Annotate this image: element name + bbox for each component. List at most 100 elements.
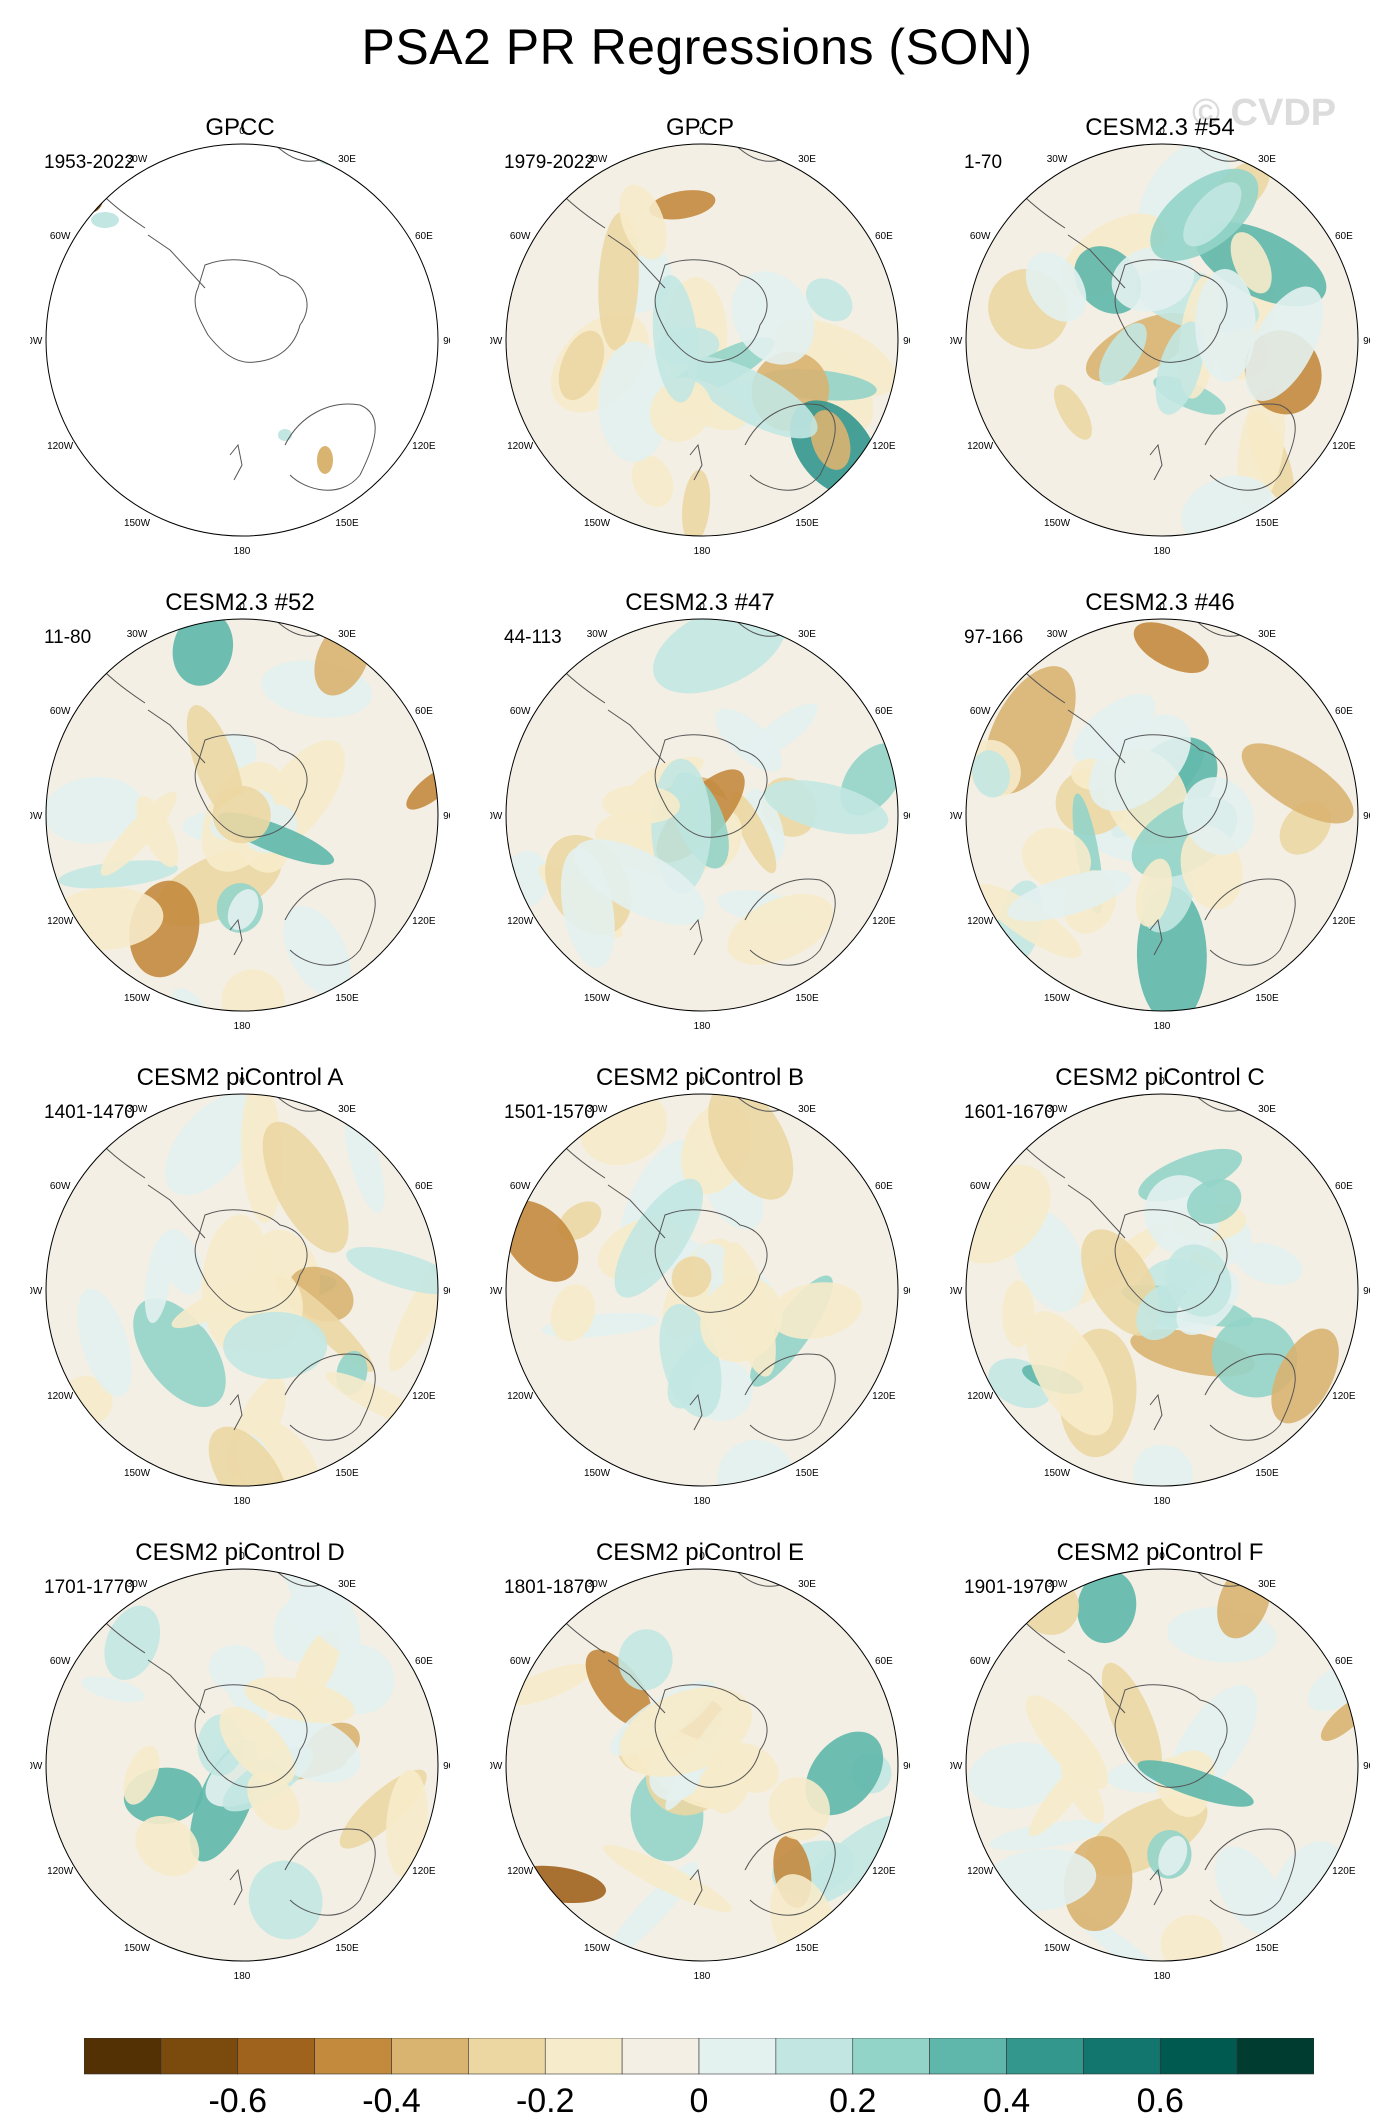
longitude-label: 0 bbox=[1159, 126, 1165, 137]
colorbar-tick-label: -0.4 bbox=[362, 2082, 421, 2118]
antarctica-outline bbox=[194, 259, 308, 363]
map-boundary bbox=[505, 618, 899, 1012]
longitude-label: 60W bbox=[510, 1181, 531, 1192]
longitude-label: 90E bbox=[1363, 811, 1370, 822]
longitude-label: 30E bbox=[798, 154, 816, 165]
panel-title: CESM2 piControl A bbox=[136, 1064, 344, 1091]
panel-years: 1701-1770 bbox=[44, 1577, 135, 1598]
longitude-label: 0 bbox=[699, 1076, 705, 1087]
australia-outline bbox=[284, 878, 376, 966]
longitude-label: 0 bbox=[1159, 1076, 1165, 1087]
colorbar-swatch bbox=[1083, 2038, 1161, 2075]
longitude-label: 0 bbox=[1159, 601, 1165, 612]
field-blob bbox=[1073, 693, 1156, 763]
field-blob bbox=[971, 750, 1010, 798]
field-blob bbox=[317, 446, 333, 474]
field-blob bbox=[1245, 286, 1324, 401]
field-blob bbox=[346, 1246, 438, 1295]
map-boundary bbox=[505, 1568, 899, 1962]
field-blob bbox=[1195, 268, 1256, 382]
longitude-label: 150W bbox=[1044, 1943, 1071, 1954]
field-blob bbox=[241, 1094, 283, 1224]
longitude-label: 0 bbox=[699, 126, 705, 137]
field-blob bbox=[806, 278, 853, 322]
longitude-label: 90W bbox=[490, 336, 503, 347]
field-blob bbox=[1133, 622, 1209, 673]
australia-outline bbox=[1204, 403, 1296, 491]
field-layer bbox=[506, 144, 898, 536]
cvdp-watermark: © CVDP bbox=[1192, 92, 1337, 134]
panel-years: 1501-1570 bbox=[504, 1102, 595, 1123]
antarctica-outline bbox=[654, 1684, 768, 1788]
longitude-label: 150W bbox=[584, 993, 611, 1004]
longitude-label: 60W bbox=[970, 231, 991, 242]
longitude-label: 150W bbox=[124, 518, 151, 529]
field-blob bbox=[652, 275, 699, 403]
map-boundary bbox=[45, 1568, 439, 1962]
longitude-label: 90W bbox=[30, 336, 43, 347]
colorbar-tick-label: -0.2 bbox=[516, 2082, 575, 2118]
longitude-label: 120E bbox=[1332, 1391, 1356, 1402]
longitude-label: 90E bbox=[903, 336, 910, 347]
longitude-label: 90W bbox=[490, 1286, 503, 1297]
field-blob bbox=[649, 190, 716, 220]
longitude-label: 150W bbox=[124, 1468, 151, 1479]
new-zealand-outline bbox=[1149, 1393, 1163, 1431]
longitude-label: 60E bbox=[415, 1656, 433, 1667]
colorbar-swatch bbox=[468, 2038, 546, 2075]
panel-title: CESM2.3 #54 bbox=[1085, 114, 1235, 141]
antarctic-peninsula-outline bbox=[147, 1659, 206, 1714]
field-blob bbox=[614, 1178, 703, 1298]
field-blob bbox=[1101, 1662, 1162, 1776]
field-blob bbox=[550, 1284, 596, 1342]
australia-outline bbox=[744, 878, 836, 966]
longitude-label: 120E bbox=[412, 441, 436, 452]
longitude-label: 150E bbox=[335, 1468, 359, 1479]
antarctica-outline bbox=[194, 1684, 308, 1788]
longitude-label: 150W bbox=[1044, 1468, 1071, 1479]
longitude-label: 60W bbox=[970, 706, 991, 717]
longitude-label: 30E bbox=[798, 1579, 816, 1590]
longitude-label: 0 bbox=[699, 1551, 705, 1562]
australia-outline bbox=[1204, 1353, 1296, 1441]
field-blob bbox=[1025, 1311, 1114, 1436]
field-blob bbox=[1182, 777, 1254, 855]
antarctic-peninsula-outline bbox=[147, 1184, 206, 1239]
australia-outline bbox=[744, 1353, 836, 1441]
longitude-label: 90E bbox=[1363, 1761, 1370, 1772]
panel-title: CESM2 piControl C bbox=[1055, 1064, 1265, 1091]
field-blob bbox=[244, 1677, 355, 1724]
new-zealand-outline bbox=[689, 443, 703, 481]
new-zealand-outline bbox=[229, 1393, 243, 1431]
field-blob bbox=[76, 177, 104, 213]
australia-outline bbox=[744, 403, 836, 491]
longitude-label: 120W bbox=[47, 916, 74, 927]
new-zealand-outline bbox=[689, 1868, 703, 1906]
longitude-label: 90E bbox=[903, 811, 910, 822]
longitude-label: 120W bbox=[47, 441, 74, 452]
panel-title: CESM2 piControl E bbox=[595, 1539, 805, 1566]
longitude-label: 150E bbox=[1255, 518, 1279, 529]
map-boundary bbox=[965, 1093, 1359, 1487]
panel-years: 1801-1870 bbox=[504, 1577, 595, 1598]
longitude-label: 30W bbox=[127, 629, 148, 640]
field-blob bbox=[764, 780, 889, 835]
longitude-label: 120W bbox=[507, 1866, 534, 1877]
polar-map: 0 30E 60E 90E 120E 150E 180 150W 120W 90W 60W 30W bbox=[490, 1551, 910, 1982]
field-blob bbox=[1236, 1242, 1303, 1285]
field-blob bbox=[620, 1687, 753, 1777]
field-blob bbox=[585, 1649, 652, 1728]
longitude-label: 30E bbox=[1258, 1104, 1276, 1115]
field-blob bbox=[1021, 827, 1091, 889]
antarctic-peninsula-outline bbox=[607, 234, 666, 289]
field-blob bbox=[1025, 1695, 1109, 1790]
polar-map: 0 30E 60E 90E 120E 150E 180 150W 120W 90W 60W 30W bbox=[950, 601, 1370, 1032]
map-panel: 0 30E 60E 90E 120E 150E 180 150W 120W 90W 60W 30W CE… bbox=[490, 1539, 910, 1982]
longitude-label: 150E bbox=[335, 993, 359, 1004]
antarctic-peninsula-outline bbox=[607, 1659, 666, 1714]
longitude-label: 90W bbox=[950, 1761, 963, 1772]
longitude-label: 150E bbox=[795, 518, 819, 529]
longitude-label: 30E bbox=[338, 154, 356, 165]
longitude-label: 180 bbox=[1154, 1496, 1171, 1507]
colorbar-swatch bbox=[621, 2038, 700, 2075]
